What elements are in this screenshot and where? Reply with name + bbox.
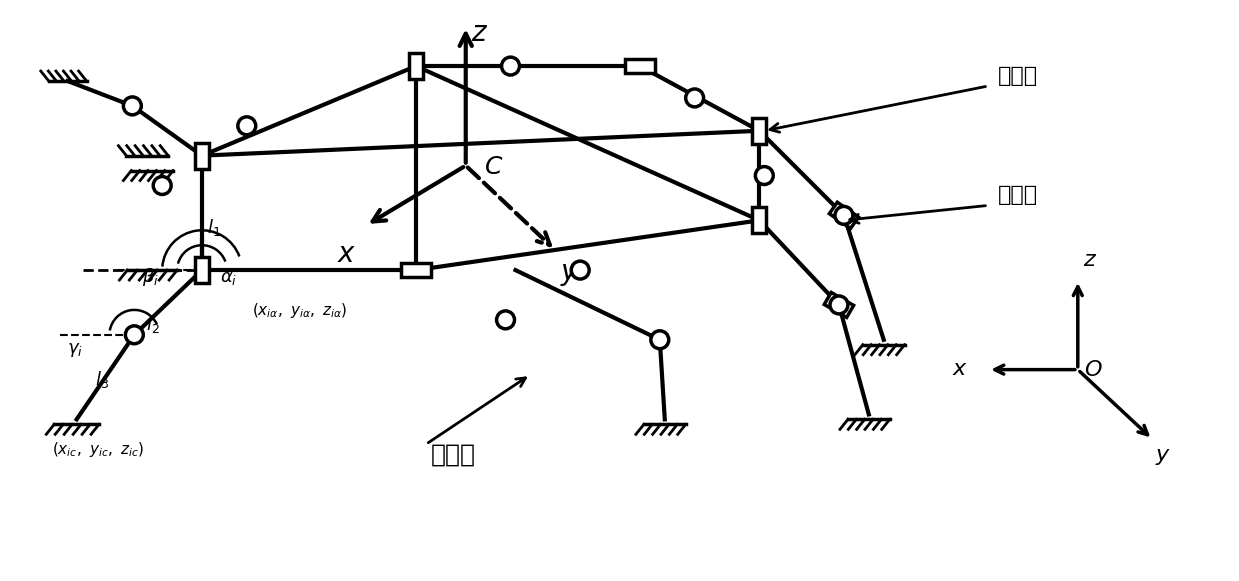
Text: 髋关节: 髋关节	[431, 442, 476, 466]
Circle shape	[124, 97, 141, 115]
Circle shape	[830, 296, 847, 314]
Text: $y$: $y$	[560, 260, 580, 288]
Bar	[752, 118, 766, 144]
Circle shape	[756, 167, 773, 185]
Text: $l_3$: $l_3$	[94, 368, 109, 389]
Text: $l_2$: $l_2$	[146, 314, 160, 335]
Text: $\gamma_i$: $\gamma_i$	[67, 340, 83, 358]
Text: $O$: $O$	[1084, 360, 1103, 379]
Circle shape	[650, 331, 669, 349]
Circle shape	[497, 311, 514, 329]
Bar	[752, 207, 766, 234]
Bar	[824, 292, 854, 317]
Text: $\alpha_i$: $\alpha_i$	[219, 269, 237, 287]
Circle shape	[835, 206, 852, 224]
Bar	[195, 143, 209, 168]
Text: $l_1$: $l_1$	[207, 217, 221, 238]
Text: $x$: $x$	[337, 240, 356, 268]
Bar	[401, 263, 431, 277]
Bar	[195, 257, 209, 283]
Circle shape	[154, 177, 171, 195]
Circle shape	[125, 326, 144, 344]
Circle shape	[571, 261, 590, 279]
Text: $(x_{ic},\ y_{ic},\ z_{ic})$: $(x_{ic},\ y_{ic},\ z_{ic})$	[52, 440, 144, 459]
Circle shape	[238, 117, 255, 135]
Text: $C$: $C$	[483, 155, 503, 178]
Circle shape	[502, 57, 519, 75]
Text: 臀关节: 臀关节	[999, 66, 1038, 86]
Text: $\beta_i$: $\beta_i$	[142, 266, 160, 288]
Text: $(x_{i\alpha},\ y_{i\alpha},\ z_{i\alpha})$: $(x_{i\alpha},\ y_{i\alpha},\ z_{i\alpha…	[252, 301, 347, 320]
Text: $y$: $y$	[1156, 447, 1171, 467]
Bar	[829, 202, 859, 228]
Bar	[624, 59, 655, 73]
Text: $z$: $z$	[1083, 250, 1097, 270]
Text: $x$: $x$	[953, 358, 969, 379]
Text: 膝关节: 膝关节	[999, 185, 1038, 206]
Text: $z$: $z$	[471, 19, 488, 47]
Circle shape	[685, 89, 704, 107]
Bar	[409, 53, 422, 79]
